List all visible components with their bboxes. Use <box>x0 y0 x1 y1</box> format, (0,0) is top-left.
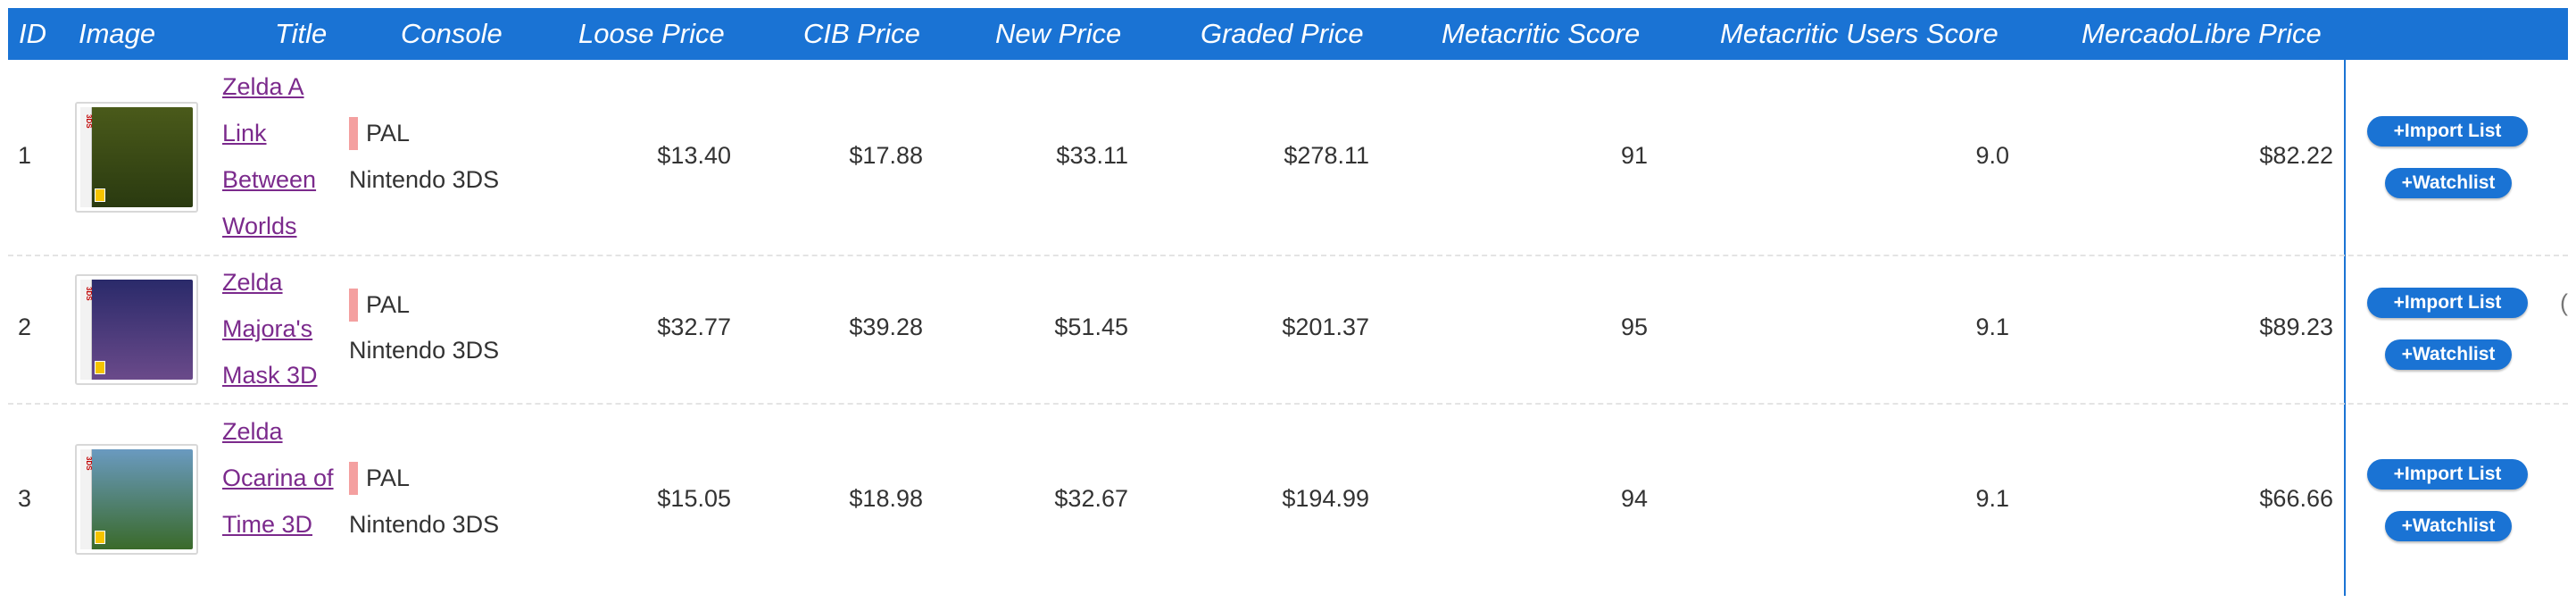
loose-price: $15.05 <box>657 485 731 512</box>
graded-price: $278.11 <box>1284 142 1369 169</box>
age-rating-icon <box>95 188 105 202</box>
clipped-content-glyph: ( <box>2560 289 2568 316</box>
cib-price: $39.28 <box>849 314 923 340</box>
column-divider <box>2344 60 2346 596</box>
col-header-console[interactable]: Console <box>401 18 503 49</box>
new-price: $32.67 <box>1054 485 1128 512</box>
metacritic-users-score: 9.1 <box>1975 314 2009 340</box>
loose-price: $13.40 <box>657 142 731 169</box>
add-to-watchlist-button[interactable]: +Watchlist <box>2385 168 2512 198</box>
col-header-new-price[interactable]: New Price <box>995 18 1122 49</box>
region-label: PAL <box>366 465 411 491</box>
console-name: Nintendo 3DS <box>349 166 500 193</box>
game-cover-thumbnail[interactable]: 3DS <box>75 102 198 213</box>
cib-price: $17.88 <box>849 142 923 169</box>
col-header-title[interactable]: Title <box>275 18 328 49</box>
row-id: 2 <box>18 314 32 340</box>
game-cover-thumbnail[interactable]: 3DS <box>75 274 198 385</box>
add-to-import-list-button[interactable]: +Import List <box>2367 459 2528 490</box>
metacritic-score: 95 <box>1620 314 1648 340</box>
add-to-watchlist-button[interactable]: +Watchlist <box>2385 339 2512 370</box>
cover-spine: 3DS <box>80 107 93 207</box>
col-header-metacritic-users-score[interactable]: Metacritic Users Score <box>1720 18 1998 49</box>
new-price: $33.11 <box>1056 142 1128 169</box>
mercadolibre-price: $82.22 <box>2259 142 2333 169</box>
metacritic-score: 91 <box>1620 142 1648 169</box>
col-header-cib-price[interactable]: CIB Price <box>803 18 920 49</box>
graded-price: $194.99 <box>1282 485 1369 512</box>
metacritic-users-score: 9.1 <box>1975 485 2009 512</box>
col-header-metacritic-score[interactable]: Metacritic Score <box>1442 18 1641 49</box>
game-title-link[interactable]: Zelda A Link Between Worlds <box>222 73 317 239</box>
mercadolibre-price: $89.23 <box>2259 314 2333 340</box>
mercadolibre-price: $66.66 <box>2259 485 2333 512</box>
graded-price: $201.37 <box>1282 314 1369 340</box>
game-title-link[interactable]: Zelda Majora's Mask 3D <box>222 269 318 389</box>
metacritic-users-score: 9.0 <box>1975 142 2009 169</box>
row-id: 3 <box>18 485 32 512</box>
add-to-import-list-button[interactable]: +Import List <box>2367 116 2528 146</box>
console-name: Nintendo 3DS <box>349 337 500 364</box>
table-header: ID Image Title Console Loose Price CIB P… <box>8 8 2568 60</box>
age-rating-icon <box>95 531 105 544</box>
col-header-loose-price[interactable]: Loose Price <box>578 18 725 49</box>
game-cover-thumbnail[interactable]: 3DS <box>75 444 198 555</box>
col-header-mercadolibre-price[interactable]: MercadoLibre Price <box>2082 18 2322 49</box>
metacritic-score: 94 <box>1620 485 1648 512</box>
col-header-graded-price[interactable]: Graded Price <box>1201 18 1364 49</box>
game-title-link[interactable]: Zelda Ocarina of Time 3D <box>222 418 334 538</box>
region-label: PAL <box>366 120 411 146</box>
add-to-import-list-button[interactable]: +Import List <box>2367 288 2528 318</box>
region-marker <box>349 462 358 495</box>
col-header-id[interactable]: ID <box>19 18 46 49</box>
console-name: Nintendo 3DS <box>349 511 500 538</box>
row-id: 1 <box>18 142 32 169</box>
region-marker <box>349 117 358 150</box>
age-rating-icon <box>95 361 105 374</box>
cover-spine: 3DS <box>80 280 93 380</box>
add-to-watchlist-button[interactable]: +Watchlist <box>2385 511 2512 541</box>
cib-price: $18.98 <box>849 485 923 512</box>
col-header-image[interactable]: Image <box>79 18 156 49</box>
cover-spine: 3DS <box>80 449 93 549</box>
region-marker <box>349 289 358 322</box>
row-separator <box>8 403 2568 405</box>
region-label: PAL <box>366 291 411 318</box>
loose-price: $32.77 <box>657 314 731 340</box>
new-price: $51.45 <box>1054 314 1128 340</box>
row-separator <box>8 255 2568 256</box>
